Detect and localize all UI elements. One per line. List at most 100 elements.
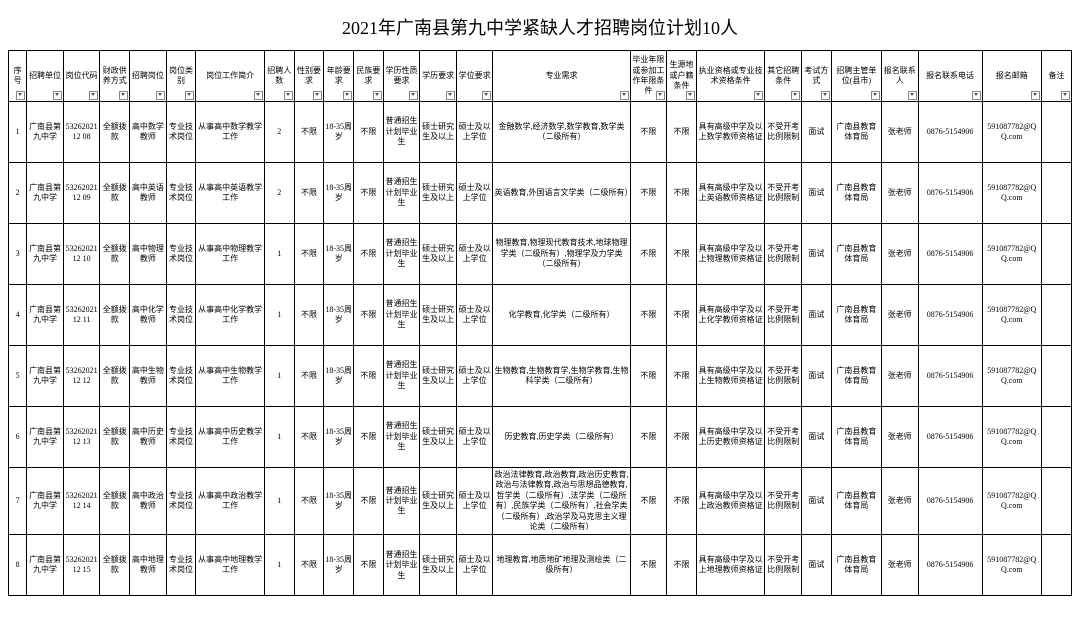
cell: 面试 xyxy=(802,285,832,346)
cell: 18-35周岁 xyxy=(324,407,354,468)
cell: 具有高级中学及以上化学教师资格证 xyxy=(696,285,765,346)
filter-icon[interactable] xyxy=(89,91,98,100)
col-header: 生源地或户籍条件 xyxy=(667,51,697,102)
cell: 不限 xyxy=(630,468,667,535)
filter-icon[interactable] xyxy=(482,91,491,100)
cell: 张老师 xyxy=(882,224,919,285)
filter-icon[interactable] xyxy=(409,91,418,100)
cell: 18-35周岁 xyxy=(324,468,354,535)
filter-icon[interactable] xyxy=(446,91,455,100)
filter-icon[interactable] xyxy=(972,91,981,100)
filter-icon[interactable] xyxy=(1031,91,1040,100)
cell: 化学教育,化学类（二级所有） xyxy=(493,285,630,346)
cell: 普通招生计划毕业生 xyxy=(383,163,420,224)
cell: 广南县第九中学 xyxy=(27,535,64,596)
cell: 硕士及以上学位 xyxy=(456,346,493,407)
cell: 广南县第九中学 xyxy=(27,346,64,407)
cell: 硕士及以上学位 xyxy=(456,535,493,596)
cell: 全额拨款 xyxy=(100,102,130,163)
cell: 0876-5154906 xyxy=(918,346,982,407)
filter-icon[interactable] xyxy=(53,91,62,100)
cell: 0876-5154906 xyxy=(918,224,982,285)
cell: 专业技术岗位 xyxy=(166,102,196,163)
cell xyxy=(1041,102,1071,163)
cell: 高中英语教师 xyxy=(130,163,167,224)
filter-icon[interactable] xyxy=(620,91,629,100)
cell: 从事高中政治教学工作 xyxy=(196,468,265,535)
cell: 全额拨款 xyxy=(100,163,130,224)
cell: 硕士研究生及以上 xyxy=(420,285,457,346)
cell: 1 xyxy=(9,102,27,163)
cell: 张老师 xyxy=(882,102,919,163)
cell: 政治法律教育,政治教育,政治历史教育,政治与法律教育,政治与思想品德教育,哲学类… xyxy=(493,468,630,535)
cell: 具有高级中学及以上生物教师资格证 xyxy=(696,346,765,407)
cell: 广南县教育体育局 xyxy=(831,346,881,407)
filter-icon[interactable] xyxy=(343,91,352,100)
cell: 不限 xyxy=(667,163,697,224)
cell: 硕士研究生及以上 xyxy=(420,224,457,285)
cell: 广南县教育体育局 xyxy=(831,407,881,468)
cell: 不限 xyxy=(354,346,384,407)
cell: 硕士及以上学位 xyxy=(456,407,493,468)
filter-icon[interactable] xyxy=(656,91,665,100)
cell: 普通招生计划毕业生 xyxy=(383,407,420,468)
filter-icon[interactable] xyxy=(313,91,322,100)
table-row: 1广南县第九中学5326202112 08全额拨款高中数学教师专业技术岗位从事高… xyxy=(9,102,1072,163)
col-header: 报名联系电话 xyxy=(918,51,982,102)
cell xyxy=(1041,468,1071,535)
cell: 广南县教育体育局 xyxy=(831,535,881,596)
cell: 不受开考比例限制 xyxy=(765,285,802,346)
filter-icon[interactable] xyxy=(16,91,25,100)
cell: 普通招生计划毕业生 xyxy=(383,346,420,407)
cell: 6 xyxy=(9,407,27,468)
cell: 1 xyxy=(264,468,294,535)
table-row: 5广南县第九中学5326202112 12全额拨款高中生物教师专业技术岗位从事高… xyxy=(9,346,1072,407)
cell: 0876-5154906 xyxy=(918,407,982,468)
cell: 591087782@QQ.com xyxy=(982,407,1041,468)
cell: 张老师 xyxy=(882,407,919,468)
filter-icon[interactable] xyxy=(119,91,128,100)
filter-icon[interactable] xyxy=(284,91,293,100)
cell: 全额拨款 xyxy=(100,535,130,596)
filter-icon[interactable] xyxy=(254,91,263,100)
col-header: 备注 xyxy=(1041,51,1071,102)
cell: 不受开考比例限制 xyxy=(765,468,802,535)
cell: 不限 xyxy=(294,346,324,407)
cell: 不限 xyxy=(630,535,667,596)
filter-icon[interactable] xyxy=(821,91,830,100)
cell: 0876-5154906 xyxy=(918,163,982,224)
cell: 张老师 xyxy=(882,468,919,535)
cell: 不限 xyxy=(354,407,384,468)
col-header: 报名联系人 xyxy=(882,51,919,102)
filter-icon[interactable] xyxy=(156,91,165,100)
filter-icon[interactable] xyxy=(791,91,800,100)
cell: 不限 xyxy=(630,285,667,346)
cell: 不受开考比例限制 xyxy=(765,346,802,407)
cell: 高中地理教师 xyxy=(130,535,167,596)
filter-icon[interactable] xyxy=(908,91,917,100)
cell: 5326202112 11 xyxy=(63,285,100,346)
cell: 18-35周岁 xyxy=(324,346,354,407)
cell: 591087782@QQ.com xyxy=(982,102,1041,163)
filter-icon[interactable] xyxy=(754,91,763,100)
cell: 高中化学教师 xyxy=(130,285,167,346)
table-row: 7广南县第九中学5326202112 14全额拨款高中政治教师专业技术岗位从事高… xyxy=(9,468,1072,535)
cell: 普通招生计划毕业生 xyxy=(383,285,420,346)
cell: 专业技术岗位 xyxy=(166,346,196,407)
cell: 广南县教育体育局 xyxy=(831,224,881,285)
cell: 广南县第九中学 xyxy=(27,468,64,535)
cell: 不受开考比例限制 xyxy=(765,102,802,163)
cell: 广南县教育体育局 xyxy=(831,285,881,346)
col-header: 序号 xyxy=(9,51,27,102)
cell: 5326202112 13 xyxy=(63,407,100,468)
filter-icon[interactable] xyxy=(871,91,880,100)
cell: 7 xyxy=(9,468,27,535)
col-header: 执业资格或专业技术资格条件 xyxy=(696,51,765,102)
cell: 广南县第九中学 xyxy=(27,285,64,346)
filter-icon[interactable] xyxy=(373,91,382,100)
filter-icon[interactable] xyxy=(686,91,695,100)
filter-icon[interactable] xyxy=(185,91,194,100)
filter-icon[interactable] xyxy=(1061,91,1070,100)
cell: 全额拨款 xyxy=(100,407,130,468)
cell: 张老师 xyxy=(882,535,919,596)
